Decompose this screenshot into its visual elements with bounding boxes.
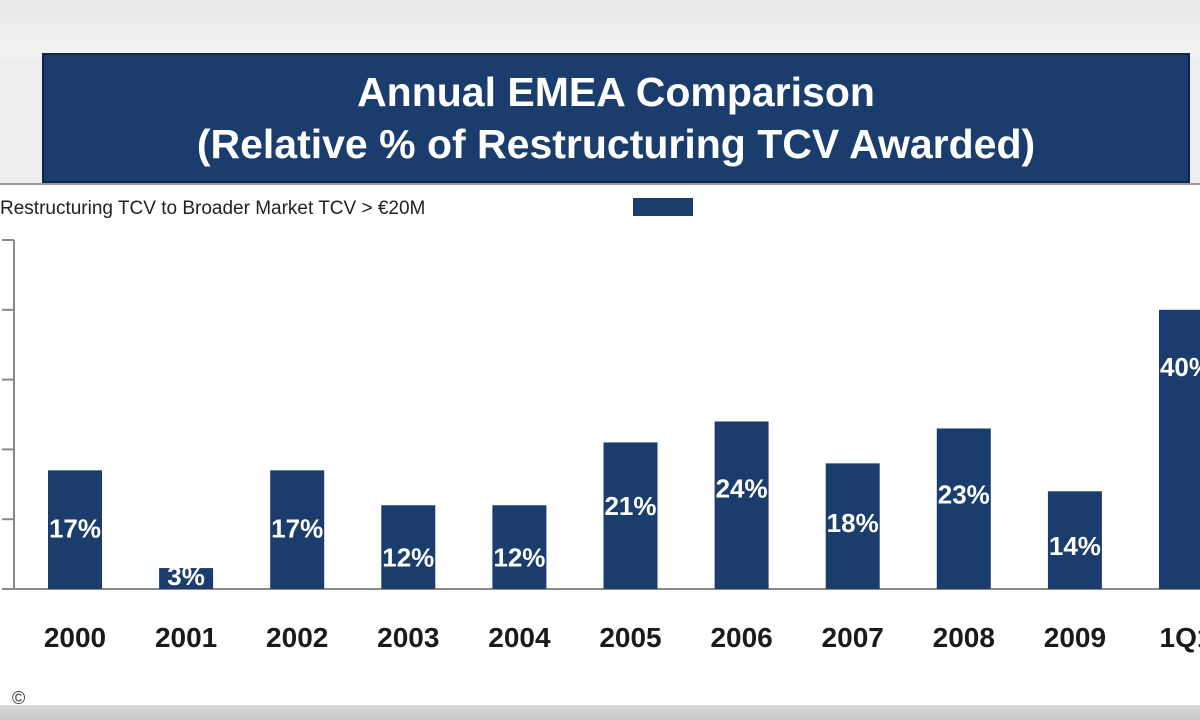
data-label-2000: 17% [49, 514, 101, 544]
bar-2003 [381, 505, 436, 589]
axis-layer [2, 239, 1200, 590]
bar-2006 [714, 421, 769, 589]
x-tick-label-2004: 2004 [488, 622, 551, 653]
labels-layer: 17% 2000 3% 2001 17% 2002 12% 2003 12% 2004 21% 200… [44, 352, 1200, 653]
x-tick-label-2009: 2009 [1044, 622, 1106, 653]
bar-2009 [1047, 491, 1102, 589]
x-tick-label-2002: 2002 [266, 622, 328, 653]
x-tick-label-2003: 2003 [377, 622, 439, 653]
x-tick-label-1Q1: 1Q1 [1160, 622, 1200, 653]
bar-2004 [492, 505, 547, 589]
bottom-background-band [0, 705, 1200, 720]
data-label-2004: 12% [493, 542, 545, 572]
copyright-symbol: © [12, 688, 26, 708]
x-tick-label-2000: 2000 [44, 622, 106, 653]
bar-2008 [936, 428, 991, 589]
top-background-band [0, 0, 1200, 58]
x-tick-label-2006: 2006 [710, 622, 772, 653]
chart-title-line2: (Relative % of Restructuring TCV Awarded… [196, 121, 1036, 167]
x-tick-label-2007: 2007 [822, 622, 884, 653]
title-banner: Annual EMEA Comparison (Relative % of Re… [42, 53, 1190, 183]
bars-layer [48, 309, 1200, 589]
data-label-2009: 14% [1049, 531, 1101, 561]
data-label-2007: 18% [827, 508, 879, 538]
data-label-2006: 24% [716, 474, 768, 504]
data-label-2001: 3% [167, 561, 205, 591]
bar-2002 [270, 470, 325, 589]
legend-label: Restructuring TCV to Broader Market TCV … [0, 198, 426, 219]
data-label-2005: 21% [604, 491, 656, 521]
data-label-2008: 23% [938, 479, 990, 509]
bar-2007 [825, 463, 880, 589]
data-label-2003: 12% [382, 542, 434, 572]
bar-2001 [159, 568, 214, 589]
x-tick-label-2005: 2005 [599, 622, 661, 653]
bar-1Q1 [1159, 309, 1200, 589]
bar-2000 [48, 470, 102, 589]
chart-title-line1: Annual EMEA Comparison [357, 69, 875, 115]
chart-panel [0, 183, 1200, 708]
data-label-1Q1: 40% [1160, 352, 1200, 382]
x-tick-label-2001: 2001 [155, 622, 217, 653]
legend-swatch [633, 198, 693, 216]
x-tick-label-2008: 2008 [933, 622, 995, 653]
bar-2005 [603, 442, 658, 589]
data-label-2002: 17% [271, 514, 323, 544]
